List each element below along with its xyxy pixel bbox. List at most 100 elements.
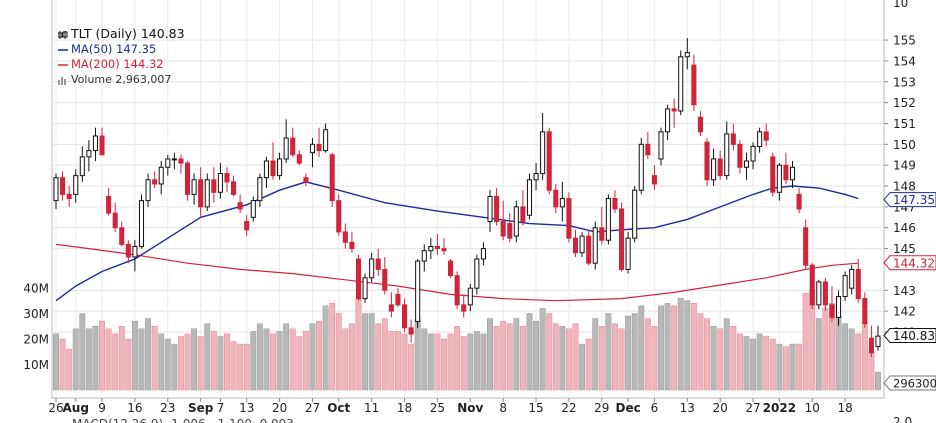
date-tick-label: Aug bbox=[63, 401, 89, 415]
volume-bar bbox=[151, 326, 158, 391]
candle-up bbox=[658, 131, 664, 160]
candle-down bbox=[388, 304, 394, 312]
volume-bar bbox=[519, 326, 526, 391]
candle-up bbox=[257, 177, 263, 202]
volume-bar bbox=[559, 326, 566, 391]
ma50-tag-box bbox=[883, 192, 936, 208]
candle-up bbox=[171, 158, 177, 161]
candle-down bbox=[730, 133, 736, 145]
volume-bar bbox=[171, 343, 178, 391]
volume-bar bbox=[690, 303, 697, 391]
volume-bar bbox=[296, 336, 303, 391]
candle-down bbox=[316, 143, 322, 152]
price-tick-label: 143 bbox=[893, 284, 916, 298]
volume-bar bbox=[230, 341, 237, 391]
candle-down bbox=[303, 177, 309, 183]
candle-up bbox=[92, 135, 98, 152]
candle-up bbox=[513, 206, 519, 237]
volume-bar bbox=[66, 348, 73, 391]
legend-ma50-row: MA(50) 147.35 bbox=[58, 42, 185, 57]
volume-bar bbox=[460, 336, 467, 391]
price-tick-label: 149 bbox=[893, 159, 916, 173]
candle-up bbox=[743, 160, 750, 168]
volume-bar bbox=[237, 343, 244, 391]
legend-title-row: TLT (Daily) 140.83 bbox=[58, 26, 185, 42]
candle-up bbox=[724, 133, 730, 177]
date-tick-label: 13 bbox=[239, 401, 254, 415]
candle-up bbox=[665, 108, 671, 133]
candle-up bbox=[191, 179, 197, 195]
candle-down bbox=[99, 135, 105, 156]
volume-bar bbox=[224, 333, 230, 391]
volume-bar bbox=[329, 303, 336, 391]
volume-bar bbox=[53, 333, 59, 391]
volume-bar bbox=[164, 338, 171, 391]
date-tick-label: Nov bbox=[457, 401, 483, 415]
candle-up bbox=[362, 277, 368, 300]
volume-bar bbox=[342, 328, 349, 391]
candle-down bbox=[796, 193, 802, 210]
candle-down bbox=[737, 143, 743, 168]
price-tick-label: 10 bbox=[893, 0, 908, 10]
candle-down bbox=[119, 227, 125, 245]
candle-up bbox=[53, 177, 59, 202]
candle-down bbox=[198, 179, 204, 208]
candle-up bbox=[217, 173, 223, 193]
candle-up bbox=[625, 237, 631, 270]
volume-bar bbox=[664, 303, 671, 391]
candle-down bbox=[152, 179, 158, 185]
volume-bar bbox=[684, 300, 691, 391]
volume-bar bbox=[316, 320, 322, 391]
candle-up bbox=[836, 296, 842, 318]
volume-bar bbox=[704, 318, 710, 391]
volume-bar bbox=[677, 297, 684, 391]
candle-up bbox=[277, 158, 283, 177]
volume-tag-box bbox=[883, 375, 936, 391]
candle-down bbox=[855, 268, 861, 300]
candle-up bbox=[816, 281, 822, 306]
volume-bar bbox=[710, 326, 717, 391]
volume-bar bbox=[92, 326, 99, 391]
candle-up bbox=[540, 131, 546, 175]
candle-up bbox=[250, 200, 256, 218]
volume-bar bbox=[822, 308, 829, 391]
volume-bar bbox=[579, 343, 586, 391]
candle-down bbox=[408, 327, 414, 335]
volume-bar bbox=[612, 323, 618, 391]
date-tick-label: 10 bbox=[805, 401, 820, 415]
candle-down bbox=[671, 108, 677, 112]
volume-bar bbox=[467, 333, 474, 391]
volume-bar bbox=[191, 328, 198, 391]
volume-bar bbox=[868, 351, 875, 391]
candle-up bbox=[73, 175, 79, 195]
volume-bar bbox=[421, 328, 428, 391]
candle-down bbox=[612, 198, 618, 210]
volume-tick-label: 20M bbox=[23, 333, 49, 347]
candle-down bbox=[237, 202, 243, 210]
candle-up bbox=[309, 143, 316, 154]
candle-up bbox=[145, 179, 151, 202]
candle-down bbox=[520, 206, 526, 222]
candle-down bbox=[224, 173, 230, 183]
volume-bar bbox=[618, 328, 625, 391]
volume-bar bbox=[875, 371, 881, 391]
candle-down bbox=[645, 143, 651, 156]
volume-bar bbox=[756, 333, 763, 391]
candle-up bbox=[79, 156, 85, 177]
volume-bar bbox=[395, 331, 401, 391]
volume-bar bbox=[572, 323, 579, 391]
legend-ma200: MA(200) 144.32 bbox=[71, 57, 164, 71]
volume-bar bbox=[302, 331, 309, 391]
price-tick-label: 145 bbox=[893, 242, 916, 256]
volume-bar bbox=[585, 338, 592, 391]
volume-tick-label: 10M bbox=[23, 358, 49, 372]
price-tick-label: 2.0 bbox=[893, 415, 912, 423]
candle-down bbox=[112, 212, 118, 229]
candle-down bbox=[434, 245, 440, 250]
candle-down bbox=[500, 220, 506, 237]
volume-bar bbox=[158, 333, 165, 391]
candle-down bbox=[382, 268, 388, 291]
date-tick-label: 29 bbox=[594, 401, 609, 415]
date-tick-label: 15 bbox=[528, 401, 543, 415]
